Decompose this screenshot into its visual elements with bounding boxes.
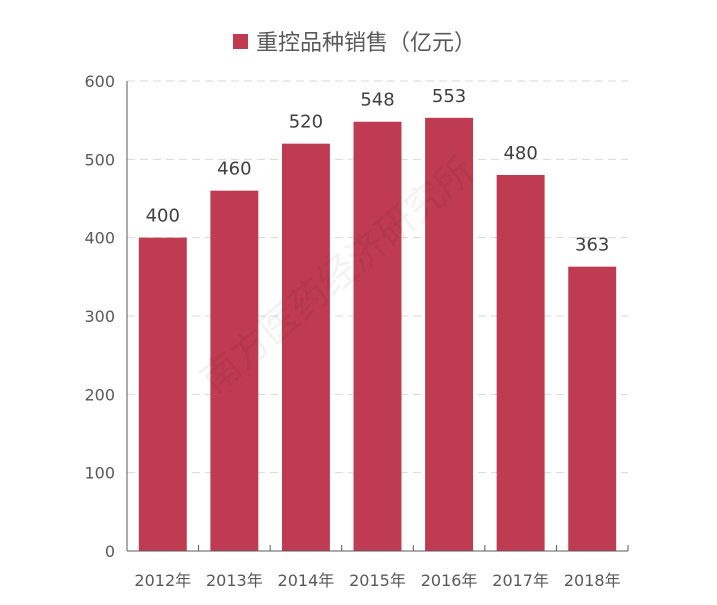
data-label: 548	[360, 90, 394, 111]
bar	[496, 175, 545, 551]
legend-label: 重控品种销售（亿元）	[256, 31, 476, 56]
bar	[568, 266, 617, 551]
data-label: 460	[217, 159, 251, 180]
x-tick-label: 2016年	[421, 571, 478, 590]
y-tick-label: 200	[84, 385, 115, 404]
legend: 重控品种销售（亿元）	[233, 31, 476, 56]
x-tick-label: 2012年	[134, 571, 191, 590]
data-label: 553	[432, 86, 466, 107]
y-tick-label: 0	[105, 542, 115, 561]
bar	[425, 117, 474, 552]
x-tick-label: 2013年	[206, 571, 263, 590]
bar	[138, 237, 187, 551]
bar	[210, 190, 259, 551]
y-tick-label: 100	[84, 464, 115, 483]
bar	[353, 121, 402, 551]
y-tick-label: 500	[84, 150, 115, 169]
data-label: 363	[575, 235, 609, 256]
y-tick-label: 600	[84, 72, 115, 91]
bar	[281, 143, 330, 551]
y-tick-label: 300	[84, 307, 115, 326]
legend-swatch	[233, 34, 248, 49]
data-label: 400	[146, 206, 180, 227]
data-label: 520	[289, 112, 323, 133]
x-tick-label: 2017年	[492, 571, 549, 590]
y-tick-label: 400	[84, 229, 115, 248]
data-label: 480	[503, 143, 537, 164]
x-tick-label: 2014年	[278, 571, 335, 590]
x-tick-label: 2015年	[349, 571, 406, 590]
x-tick-label: 2018年	[564, 571, 621, 590]
